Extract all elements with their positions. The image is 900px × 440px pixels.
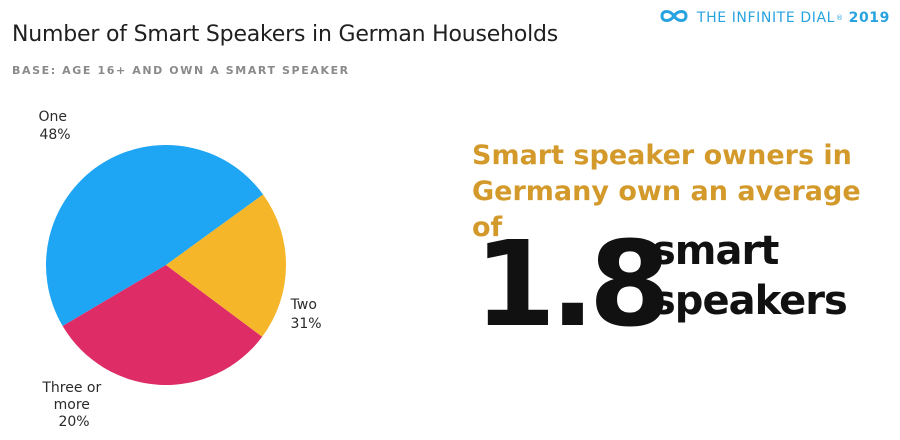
pie-slice-two — [62, 265, 263, 385]
label-one-name: One — [39, 109, 68, 125]
chart-title: Number of Smart Speakers in German House… — [12, 22, 559, 47]
label-one-value: 48% — [39, 127, 70, 143]
chart-subtitle: BASE: AGE 16+ AND OWN A SMART SPEAKER — [12, 64, 350, 77]
brand-logo: THE INFINITE DIAL ® 2019 — [657, 7, 890, 29]
brand-registered-mark: ® — [836, 14, 844, 22]
label-two: Two 31% — [290, 297, 322, 332]
label-two-name: Two — [290, 297, 317, 313]
brand-name: THE INFINITE DIAL — [696, 10, 836, 26]
average-unit: smart speakers — [652, 226, 848, 326]
label-two-value: 31% — [290, 316, 321, 332]
brand-year: 2019 — [848, 10, 890, 26]
pie-slice-three — [166, 194, 286, 337]
pie-slice-one — [45, 144, 264, 326]
infinity-icon — [657, 7, 691, 29]
pie-chart: One 48% Two 31% Three or more 20% — [39, 109, 322, 430]
callout-headline-line1: Smart speaker owners in — [472, 140, 852, 171]
label-three-value: 20% — [58, 414, 89, 430]
label-three: Three or more 20% — [41, 380, 105, 430]
callout-headline-line2: Germany own an average of — [472, 176, 861, 243]
label-three-name-line2: more — [54, 397, 90, 413]
average-unit-line1: smart — [652, 228, 779, 274]
label-three-name-line1: Three or — [41, 380, 101, 396]
average-unit-line2: speakers — [652, 278, 848, 324]
callout-headline: Smart speaker owners in Germany own an a… — [472, 138, 892, 246]
average-value: 1.8 — [474, 215, 671, 353]
label-one: One 48% — [39, 109, 72, 143]
